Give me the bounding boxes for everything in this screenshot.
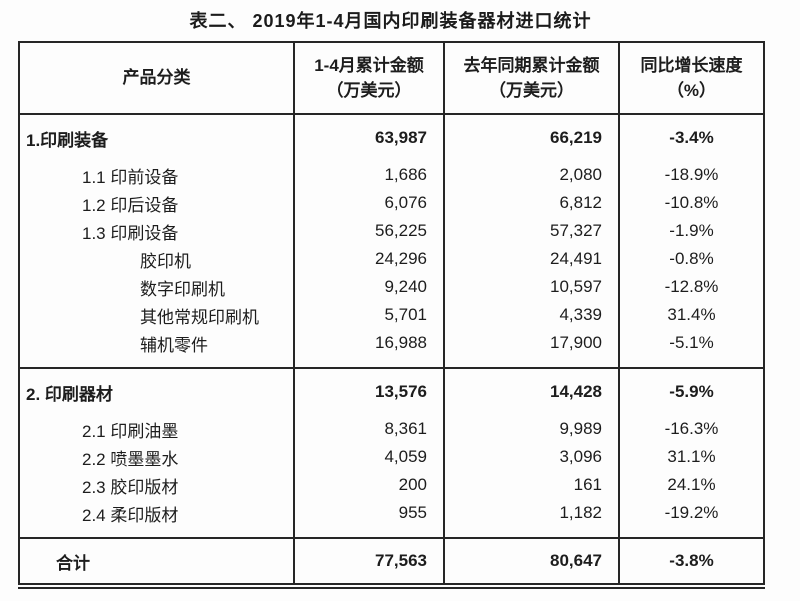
row-previous: 1,182 <box>443 499 620 527</box>
gap-cell <box>293 357 445 368</box>
section-gap <box>18 357 765 368</box>
gap-cell <box>618 527 765 538</box>
row-category: 其他常规印刷机 <box>18 301 295 329</box>
row-current: 16,988 <box>293 329 445 357</box>
row-current: 13,576 <box>293 367 445 415</box>
row-category: 数字印刷机 <box>18 273 295 301</box>
row-growth: -1.9% <box>618 217 765 245</box>
row-current: 5,701 <box>293 301 445 329</box>
row-previous: 24,491 <box>443 245 620 273</box>
header-current-line2: （万美元） <box>326 81 412 100</box>
table-row-printing-equipment: 1.印刷装备 63,987 66,219 -3.4% <box>18 114 765 161</box>
gap-cell <box>618 357 765 368</box>
row-growth: -5.9% <box>618 367 765 415</box>
row-previous: 14,428 <box>443 367 620 415</box>
row-previous: 6,812 <box>443 189 620 217</box>
import-stats-table: 产品分类 1-4月累计金额 （万美元） 去年同期累计金额 （万美元） 同比增长速… <box>18 41 765 589</box>
header-current-line1: 1-4月累计金额 <box>314 55 424 75</box>
row-category: 1.1 印前设备 <box>18 161 295 189</box>
row-previous: 10,597 <box>443 273 620 301</box>
header-previous-amount: 去年同期累计金额 （万美元） <box>443 42 620 115</box>
gap-cell <box>18 527 295 538</box>
row-category: 2.3 胶印版材 <box>18 471 295 499</box>
header-category: 产品分类 <box>18 42 295 115</box>
total-previous: 80,647 <box>443 537 620 586</box>
gap-cell <box>443 357 620 368</box>
row-current: 9,240 <box>293 273 445 301</box>
section-gap <box>18 527 765 538</box>
header-previous-line2: （万美元） <box>489 81 574 100</box>
row-growth: -0.8% <box>618 245 765 273</box>
row-current: 955 <box>293 499 445 527</box>
row-category: 1.3 印刷设备 <box>18 217 295 245</box>
table-row-printing-ink: 2.1 印刷油墨 8,361 9,989 -16.3% <box>18 415 765 443</box>
row-previous: 66,219 <box>443 114 620 161</box>
table-row-inkjet-ink: 2.2 喷墨墨水 4,059 3,096 31.1% <box>18 443 765 471</box>
table-header: 产品分类 1-4月累计金额 （万美元） 去年同期累计金额 （万美元） 同比增长速… <box>18 42 765 115</box>
gap-cell <box>18 357 295 368</box>
table-row-press: 1.3 印刷设备 56,225 57,327 -1.9% <box>18 217 765 245</box>
total-category: 合计 <box>18 537 295 586</box>
table-row-offset-plates: 2.3 胶印版材 200 161 24.1% <box>18 471 765 499</box>
row-previous: 57,327 <box>443 217 620 245</box>
row-previous: 17,900 <box>443 329 620 357</box>
row-category: 2. 印刷器材 <box>18 367 295 415</box>
row-previous: 161 <box>443 471 620 499</box>
table-title: 表二、 2019年1-4月国内印刷装备器材进口统计 <box>189 11 592 31</box>
table-body: 1.印刷装备 63,987 66,219 -3.4% 1.1 印前设备 1,68… <box>18 114 765 586</box>
row-current: 1,686 <box>293 161 445 189</box>
row-category: 2.1 印刷油墨 <box>18 415 295 443</box>
row-category: 2.2 喷墨墨水 <box>18 443 295 471</box>
table-row-auxiliary-parts: 辅机零件 16,988 17,900 -5.1% <box>18 329 765 357</box>
table-row-total: 合计 77,563 80,647 -3.8% <box>18 537 765 586</box>
row-category: 辅机零件 <box>18 329 295 357</box>
header-row: 产品分类 1-4月累计金额 （万美元） 去年同期累计金额 （万美元） 同比增长速… <box>18 42 765 115</box>
header-growth-rate: 同比增长速度 （%） <box>618 42 765 115</box>
row-growth: 24.1% <box>618 471 765 499</box>
row-previous: 3,096 <box>443 443 620 471</box>
table-row-flexo-plates: 2.4 柔印版材 955 1,182 -19.2% <box>18 499 765 527</box>
row-growth: 31.4% <box>618 301 765 329</box>
row-category: 1.2 印后设备 <box>18 189 295 217</box>
row-growth: -12.8% <box>618 273 765 301</box>
header-growth-line2: （%） <box>666 81 717 100</box>
row-growth: -5.1% <box>618 329 765 357</box>
row-growth: -16.3% <box>618 415 765 443</box>
row-current: 8,361 <box>293 415 445 443</box>
header-previous-line1: 去年同期累计金额 <box>463 55 600 75</box>
header-current-amount: 1-4月累计金额 （万美元） <box>293 42 445 115</box>
row-previous: 4,339 <box>443 301 620 329</box>
header-category-label: 产品分类 <box>122 68 191 88</box>
row-growth: -18.9% <box>618 161 765 189</box>
row-current: 56,225 <box>293 217 445 245</box>
total-current: 77,563 <box>293 537 445 586</box>
header-growth-line1: 同比增长速度 <box>640 55 743 75</box>
row-previous: 2,080 <box>443 161 620 189</box>
row-growth: -3.4% <box>618 114 765 161</box>
row-category: 胶印机 <box>18 245 295 273</box>
row-current: 4,059 <box>293 443 445 471</box>
table-row-postpress: 1.2 印后设备 6,076 6,812 -10.8% <box>18 189 765 217</box>
row-current: 200 <box>293 471 445 499</box>
row-category: 1.印刷装备 <box>18 114 295 161</box>
total-growth: -3.8% <box>618 537 765 586</box>
table-row-printing-materials: 2. 印刷器材 13,576 14,428 -5.9% <box>18 367 765 415</box>
table-row-prepress: 1.1 印前设备 1,686 2,080 -18.9% <box>18 161 765 189</box>
row-previous: 9,989 <box>443 415 620 443</box>
gap-cell <box>293 527 445 538</box>
row-current: 6,076 <box>293 189 445 217</box>
row-growth: 31.1% <box>618 443 765 471</box>
row-current: 63,987 <box>293 114 445 161</box>
table-row-offset-press: 胶印机 24,296 24,491 -0.8% <box>18 245 765 273</box>
row-growth: -19.2% <box>618 499 765 527</box>
row-current: 24,296 <box>293 245 445 273</box>
gap-cell <box>443 527 620 538</box>
row-category: 2.4 柔印版材 <box>18 499 295 527</box>
table-row-digital-press: 数字印刷机 9,240 10,597 -12.8% <box>18 273 765 301</box>
row-growth: -10.8% <box>618 189 765 217</box>
table-row-other-press: 其他常规印刷机 5,701 4,339 31.4% <box>18 301 765 329</box>
